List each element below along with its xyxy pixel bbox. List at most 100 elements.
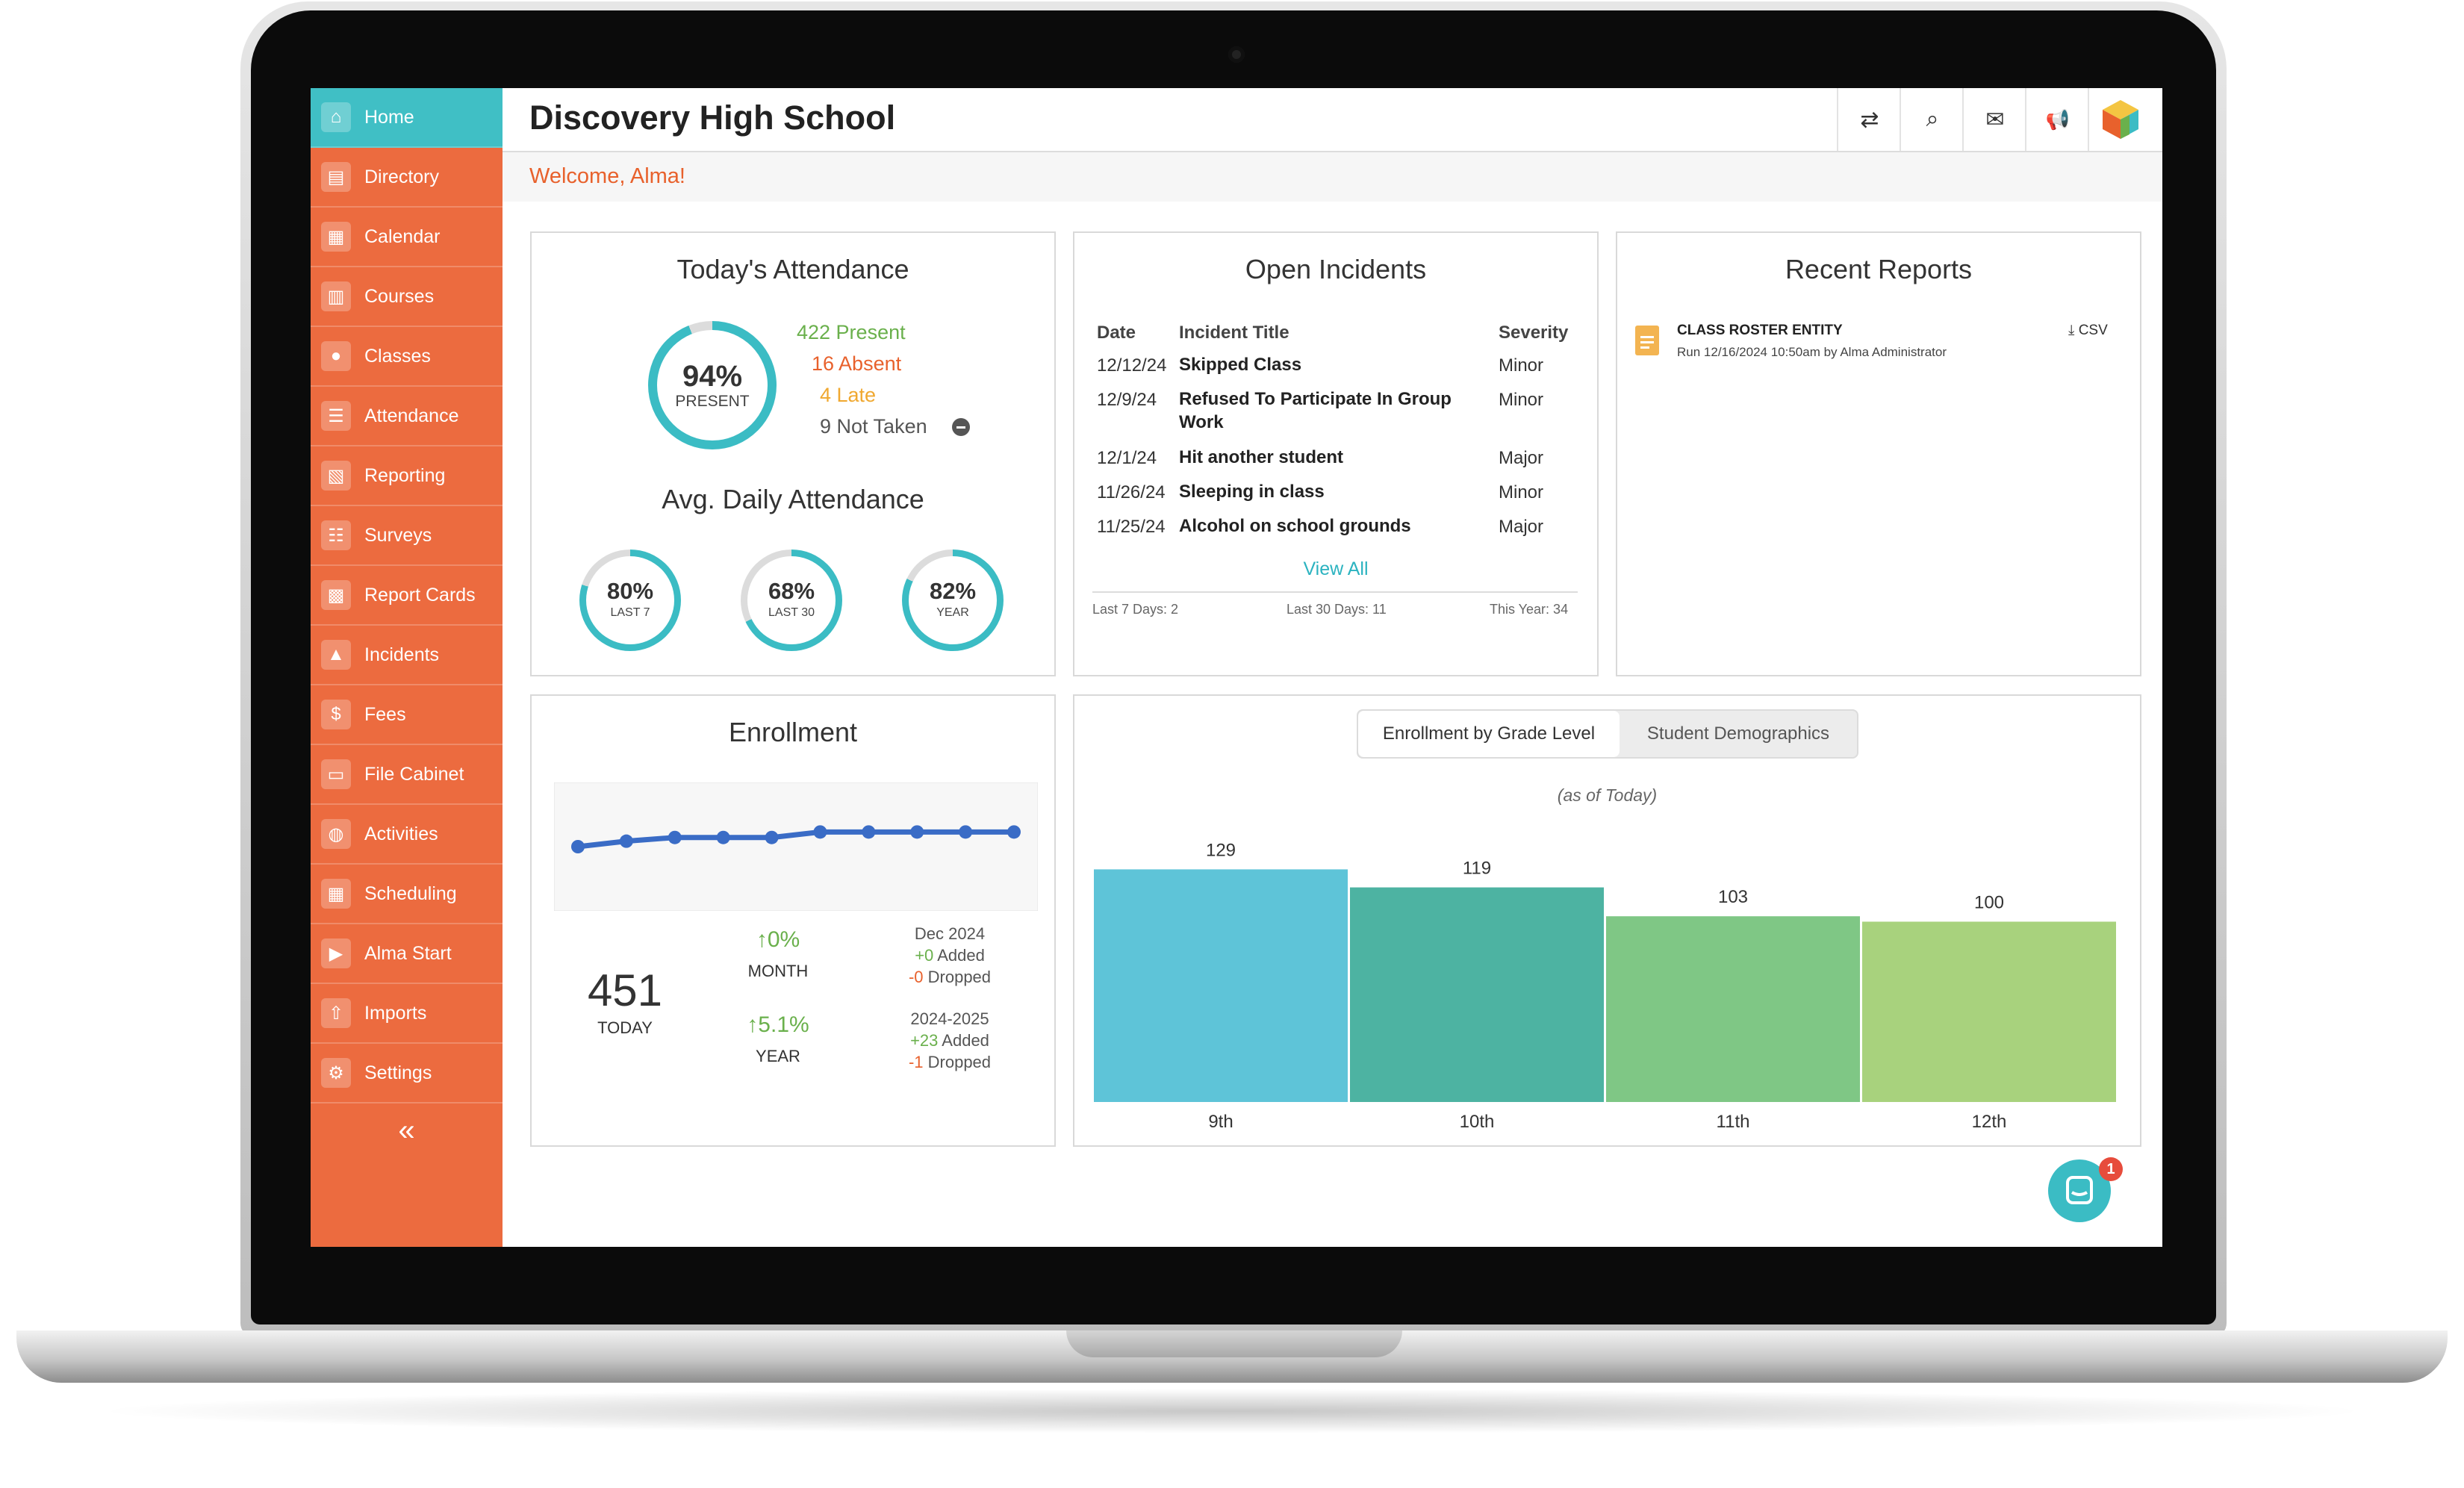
year-summary: 2024-2025 +23 Added -1 Dropped (860, 1008, 1039, 1073)
incident-title[interactable]: Sleeping in class (1179, 482, 1325, 502)
incident-title[interactable]: Alcohol on school grounds (1179, 516, 1411, 536)
sidebar-item-home[interactable]: ⌂ Home (311, 88, 503, 148)
chart-tabs: Enrollment by Grade Level Student Demogr… (1357, 709, 1858, 759)
avg-attendance-value: 68% (768, 578, 815, 604)
enrollment-point[interactable] (668, 830, 682, 844)
grade-bar[interactable] (1094, 869, 1348, 1102)
today-attendance-ring: 94% PRESENT (648, 321, 777, 449)
collapse-sidebar-button[interactable]: « (398, 1114, 415, 1147)
enrollment-point[interactable] (862, 825, 876, 839)
report-name[interactable]: CLASS ROSTER ENTITY (1677, 323, 1843, 338)
sidebar-item-surveys[interactable]: ☷ Surveys (311, 506, 503, 566)
sidebar-item-settings[interactable]: ⚙ Settings (311, 1044, 503, 1103)
avg-attendance-label: LAST 30 (768, 606, 815, 619)
sidebar-item-classes[interactable]: ● Classes (311, 327, 503, 387)
tab-student-demographics[interactable]: Student Demographics (1646, 723, 1830, 744)
month-added-word: Added (937, 946, 985, 965)
grade-category-label: 11th (1717, 1112, 1750, 1129)
grade-bar[interactable] (1862, 921, 2116, 1102)
sidebar-item-label: Classes (364, 345, 431, 367)
grade-bar[interactable] (1350, 887, 1604, 1102)
tab-enrollment-by-grade[interactable]: Enrollment by Grade Level (1358, 711, 1620, 757)
avg-attendance-ring: 80% LAST 7 (579, 550, 681, 651)
enrollment-point[interactable] (959, 825, 973, 839)
grade-bar[interactable] (1606, 916, 1860, 1102)
sidebar-item-reporting[interactable]: ▧ Reporting (311, 446, 503, 506)
sidebar-item-label: Calendar (364, 225, 441, 247)
sidebar: ⌂ Home ▤ Directory ▦ Calendar ▥ Courses ● Classes… (311, 88, 503, 1247)
incident-severity: Major (1499, 448, 1544, 468)
sidebar-item-report-cards[interactable]: ▩ Report Cards (311, 566, 503, 626)
sidebar-item-imports[interactable]: ⇧ Imports (311, 984, 503, 1044)
incidents-header-date: Date (1097, 323, 1136, 343)
present-count: 422 Present (797, 321, 906, 343)
enrollment-today-label: TODAY (597, 1018, 653, 1037)
switch-button[interactable]: ⇄ (1837, 88, 1901, 151)
year-added-value: +23 (910, 1031, 939, 1050)
sidebar-item-label: Courses (364, 285, 435, 307)
announcements-button[interactable]: 📢 (2025, 88, 2089, 151)
avg-attendance-label: YEAR (936, 606, 969, 619)
month-change: ↑0% (718, 927, 838, 953)
search-button[interactable]: ⌕ (1900, 88, 1964, 151)
page-title: Discovery High School (529, 99, 896, 137)
sidebar-item-courses[interactable]: ▥ Courses (311, 267, 503, 327)
enrollment-point[interactable] (910, 825, 924, 839)
incident-severity: Minor (1499, 390, 1544, 410)
sidebar-item-label: Attendance (364, 405, 459, 426)
sidebar-item-fees[interactable]: $ Fees (311, 685, 503, 745)
grade-bar-chart: 129 9th 119 10th 103 11th 100 12th (1094, 840, 2116, 1129)
sidebar-item-calendar[interactable]: ▦ Calendar (311, 208, 503, 267)
enrollment-point[interactable] (813, 825, 827, 839)
incident-title[interactable]: Hit another student (1179, 447, 1343, 467)
incident-severity: Major (1499, 517, 1544, 537)
enrollment-point[interactable] (1007, 825, 1021, 839)
app-switcher-button[interactable] (2088, 88, 2152, 151)
late-count: 4 Late (820, 384, 877, 406)
avg-attendance-value: 82% (929, 578, 977, 604)
grade-bar-value: 103 (1718, 887, 1748, 907)
sidebar-item-directory[interactable]: ▤ Directory (311, 148, 503, 208)
sidebar-item-activities[interactable]: ◍ Activities (311, 805, 503, 865)
sidebar-item-label: Reporting (364, 464, 446, 486)
arrow-up-icon: ↑ (747, 1012, 759, 1037)
sidebar-item-alma-start[interactable]: ▶ Alma Start (311, 924, 503, 984)
year-dropped-value: -1 (908, 1053, 924, 1071)
year-period: 2024-2025 (910, 1009, 989, 1028)
enrollment-point[interactable] (716, 830, 730, 844)
mail-button[interactable]: ✉ (1962, 88, 2026, 151)
enrollment-point[interactable] (765, 830, 779, 844)
chat-icon (2066, 1176, 2093, 1204)
month-change-value: 0% (767, 927, 800, 952)
app-screen: ⌂ Home ▤ Directory ▦ Calendar ▥ Courses ● Classes… (311, 88, 2162, 1247)
attendance-title: Today's Attendance (676, 254, 909, 284)
sidebar-item-label: File Cabinet (364, 763, 464, 785)
chat-badge: 1 (2099, 1157, 2123, 1181)
incident-date: 12/1/24 (1097, 448, 1157, 468)
line-chart-background (554, 782, 1038, 911)
incident-title[interactable]: Skipped Class (1179, 355, 1302, 375)
report-card-icon: ▩ (321, 580, 351, 610)
sidebar-item-incidents[interactable]: ▲ Incidents (311, 626, 503, 685)
sidebar-item-scheduling[interactable]: ▦ Scheduling (311, 865, 503, 924)
incident-title[interactable]: Refused To Participate In Group Work (1179, 389, 1452, 432)
enrollment-card: Enrollment 451 TODAY ↑0% MONTH ↑5.1% YEA… (530, 694, 1056, 1147)
view-all-link[interactable]: View All (1303, 558, 1369, 579)
sidebar-item-file-cabinet[interactable]: ▭ File Cabinet (311, 745, 503, 805)
grade-bar-value: 100 (1974, 892, 2004, 912)
month-dropped-word: Dropped (927, 968, 992, 986)
dollar-icon: $ (321, 700, 351, 729)
absent-count: 16 Absent (812, 352, 902, 375)
sidebar-item-label: Settings (364, 1062, 432, 1083)
remove-icon[interactable] (952, 418, 970, 436)
enrollment-point[interactable] (571, 840, 585, 853)
month-label: MONTH (747, 962, 809, 980)
sidebar-item-attendance[interactable]: ☰ Attendance (311, 387, 503, 446)
document-icon (1635, 326, 1659, 355)
csv-download-button[interactable]: ⤓ CSV (2068, 323, 2108, 339)
incidents-title: Open Incidents (1245, 254, 1427, 284)
enrollment-point[interactable] (619, 834, 633, 848)
checklist-icon: ☰ (321, 401, 351, 431)
incident-severity: Minor (1499, 355, 1544, 376)
not-taken-count: 9 Not Taken (820, 415, 927, 438)
